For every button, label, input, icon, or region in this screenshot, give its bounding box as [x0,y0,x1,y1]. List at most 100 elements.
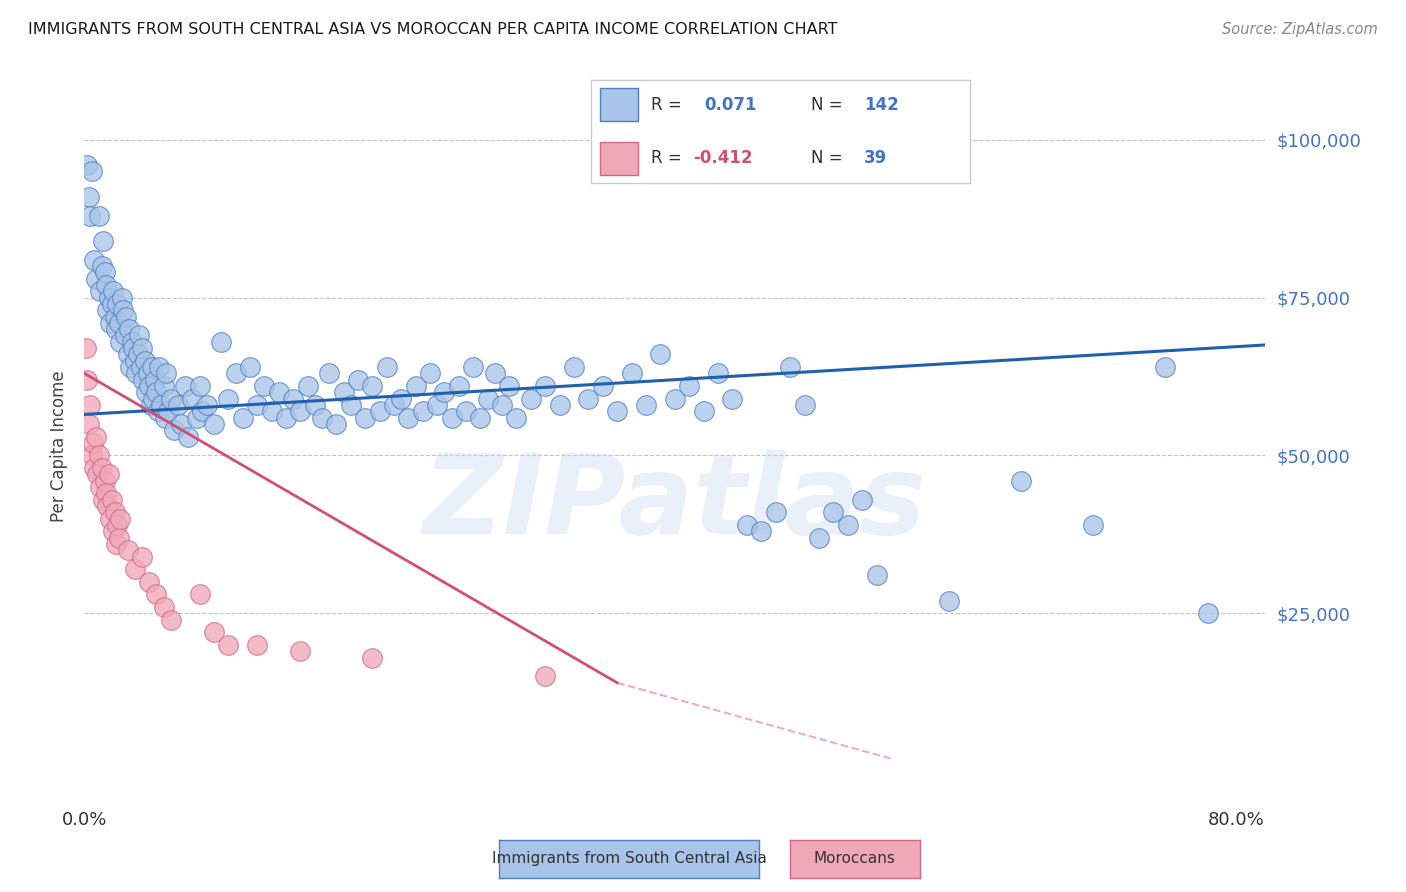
Point [382,398,405,412]
Point [149,398,172,412]
Point [477,392,499,406]
Point [76,373,98,387]
Point [138,574,160,589]
Point [274,410,297,425]
Point [120,360,142,375]
Bar [600,88,638,121]
Text: Moroccans: Moroccans [814,852,896,866]
Point [246,638,269,652]
Point [678,379,700,393]
Point [202,625,225,640]
Point [121,334,143,349]
Point [332,385,354,400]
Point [77,189,100,203]
Point [354,410,377,425]
Point [186,410,208,425]
Point [76,158,98,172]
Text: R =: R = [651,149,682,167]
Text: 39: 39 [863,149,887,167]
Point [865,568,887,582]
Point [145,587,167,601]
Point [87,209,110,223]
Point [105,537,128,551]
Point [135,385,157,400]
Point [112,303,135,318]
Point [534,669,557,683]
Point [851,492,873,507]
Point [108,531,131,545]
Point [735,517,758,532]
Point [94,277,117,292]
Point [145,385,167,400]
Point [491,398,513,412]
Point [440,410,463,425]
Point [127,347,149,361]
Point [484,367,506,381]
Point [107,517,129,532]
Point [104,310,127,324]
Point [505,410,527,425]
Point [498,379,520,393]
Point [433,385,456,400]
Point [938,593,960,607]
Point [347,373,370,387]
Point [91,234,114,248]
Point [412,404,434,418]
Point [111,291,134,305]
Point [396,410,419,425]
Point [283,392,305,406]
Text: IMMIGRANTS FROM SOUTH CENTRAL ASIA VS MOROCCAN PER CAPITA INCOME CORRELATION CHA: IMMIGRANTS FROM SOUTH CENTRAL ASIA VS MO… [28,22,838,37]
Point [209,334,232,349]
Point [606,404,628,418]
Point [129,360,152,375]
Point [177,429,200,443]
Point [1153,360,1175,375]
Point [361,650,384,665]
Point [86,467,108,482]
Point [80,164,103,178]
Point [253,379,276,393]
Text: -0.412: -0.412 [693,149,752,167]
Point [100,297,122,311]
Point [225,367,247,381]
Point [375,360,398,375]
Point [117,543,139,558]
Point [108,316,131,330]
Point [80,449,103,463]
Point [578,392,600,406]
Point [82,435,104,450]
Point [97,291,120,305]
Point [191,404,214,418]
Point [159,613,181,627]
Point [239,360,262,375]
Point [134,353,156,368]
Point [118,322,141,336]
Point [143,373,166,387]
Point [91,492,114,507]
Point [311,410,333,425]
Point [405,379,427,393]
Point [174,379,197,393]
Point [159,392,181,406]
Point [107,297,129,311]
Point [290,404,312,418]
Point [79,398,101,412]
Point [246,398,269,412]
Point [368,404,391,418]
Point [155,367,177,381]
Point [534,379,557,393]
Point [136,367,159,381]
Text: 0.071: 0.071 [704,96,756,114]
Point [83,252,105,267]
Point [148,360,170,375]
Point [217,638,239,652]
Point [84,429,107,443]
Point [163,423,186,437]
Point [325,417,347,431]
Point [84,271,107,285]
Point [146,404,169,418]
Point [548,398,571,412]
Point [96,303,118,318]
Point [124,562,146,576]
Point [389,392,412,406]
